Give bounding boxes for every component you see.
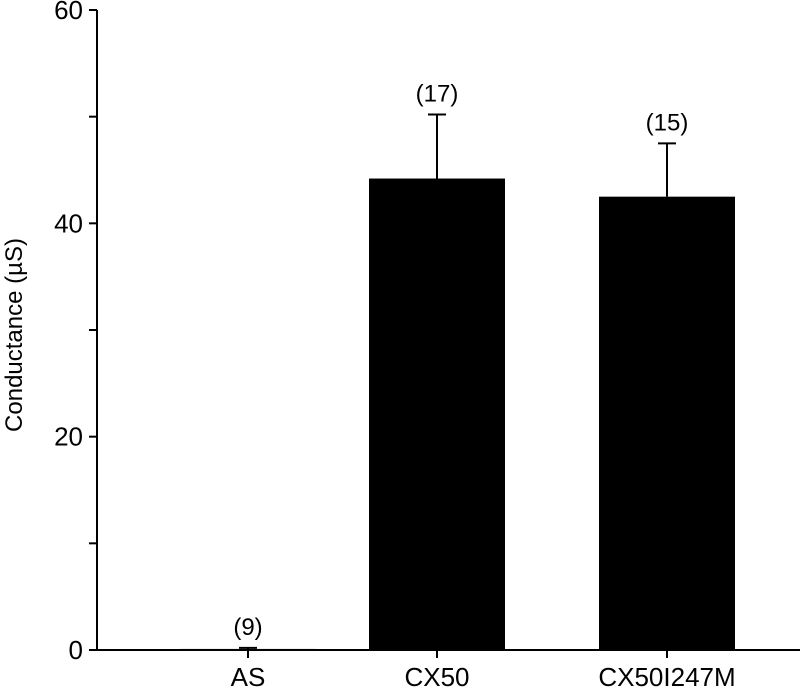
x-category-label: CX50I247M bbox=[598, 662, 735, 691]
error-bars-group bbox=[239, 113, 676, 649]
bar-cx50i247m bbox=[599, 196, 735, 650]
y-tick-label: 60 bbox=[54, 0, 83, 25]
sample-size-labels: (9) (17) (15) bbox=[233, 81, 688, 641]
n-label-cx50: (17) bbox=[416, 81, 459, 108]
y-axis-ticks: 0 20 40 60 bbox=[54, 0, 97, 665]
bar-cx50 bbox=[369, 178, 505, 651]
y-tick-label: 0 bbox=[69, 635, 83, 665]
x-category-label: CX50 bbox=[404, 662, 469, 691]
bars-group bbox=[180, 178, 735, 651]
y-tick-label: 20 bbox=[54, 422, 83, 452]
y-tick-label: 40 bbox=[54, 208, 83, 238]
n-label-as: (9) bbox=[233, 614, 262, 641]
y-axis-title: Conductance (µS) bbox=[1, 238, 28, 432]
x-axis-labels: AS CX50 CX50I247M bbox=[231, 650, 736, 691]
x-category-label: AS bbox=[231, 662, 266, 691]
n-label-cx50i247m: (15) bbox=[646, 109, 689, 136]
